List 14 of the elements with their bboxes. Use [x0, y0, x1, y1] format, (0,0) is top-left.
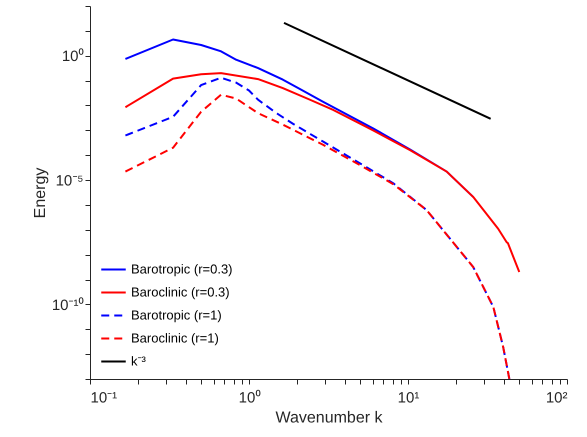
y-tick-label: 10⁻¹⁰ — [52, 296, 84, 314]
legend-label: Baroclinic (r=1) — [131, 330, 219, 346]
legend-label: Barotropic (r=0.3) — [131, 262, 233, 276]
y-tick-label: 10⁻⁵ — [56, 172, 84, 190]
x-tick-label: 10¹ — [398, 390, 420, 406]
legend-label: Baroclinic (r=0.3) — [131, 284, 230, 300]
y-tick-label: 10⁰ — [62, 48, 84, 66]
x-tick-label: 10⁻¹ — [90, 390, 118, 406]
legend-label: Barotropic (r=1) — [131, 308, 222, 322]
x-tick-label: 10⁰ — [238, 390, 260, 406]
legend-label: k⁻³ — [131, 354, 146, 368]
y-axis-title: Energy — [32, 168, 49, 218]
x-tick-label: 10² — [546, 390, 568, 406]
x-axis-title: Wavenumber k — [276, 410, 384, 426]
